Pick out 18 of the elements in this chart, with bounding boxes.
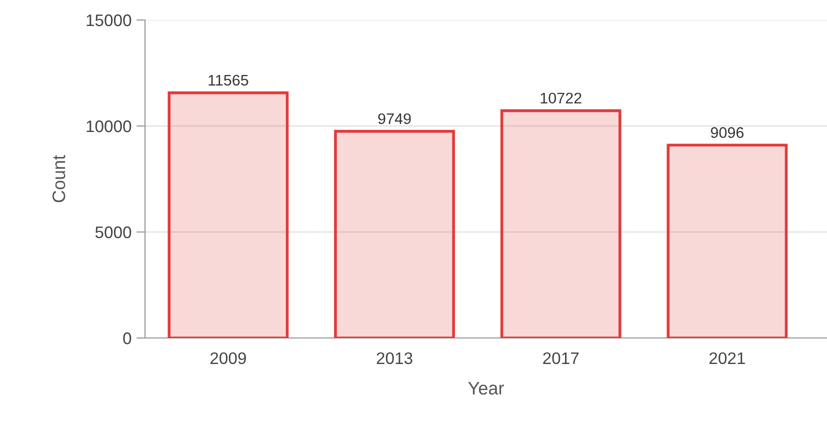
data-label: 9096 [710, 127, 744, 138]
y-tick-label: 10000 [86, 120, 132, 132]
bar [666, 144, 788, 338]
bar [500, 109, 622, 338]
data-label: 10722 [540, 92, 582, 104]
data-label: 11565 [208, 74, 248, 86]
bar [334, 130, 455, 338]
x-axis-title: Year [468, 382, 504, 395]
x-tick-label: 2021 [709, 352, 745, 364]
x-tick-label: 2017 [543, 352, 579, 364]
data-label: 9749 [378, 113, 411, 124]
bar [168, 91, 289, 338]
y-tick-label: 5000 [95, 226, 132, 238]
y-tick-label: 0 [123, 332, 132, 344]
y-axis-title: Count [52, 155, 66, 202]
x-tick-label: 2009 [210, 352, 246, 364]
y-tick-label: 15000 [86, 14, 132, 26]
x-tick-label: 2013 [376, 352, 412, 364]
